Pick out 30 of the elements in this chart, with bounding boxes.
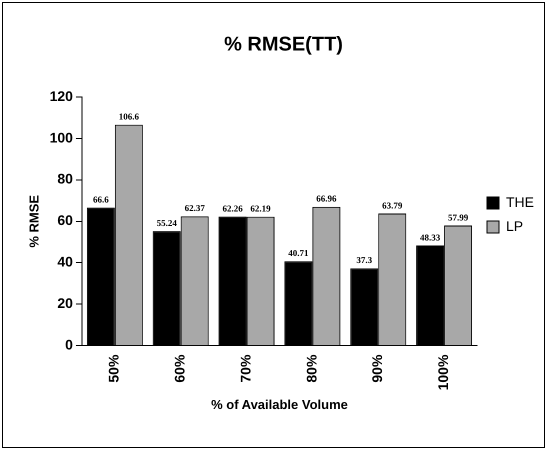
y-tick-label: 80: [57, 170, 74, 187]
x-tick-label: 90%: [369, 354, 386, 383]
data-label: 37.3: [356, 255, 373, 266]
data-label: 62.26: [222, 203, 244, 214]
y-tick-label: 40: [57, 254, 74, 270]
data-label: 48.33: [420, 232, 441, 242]
data-label: 40.71: [288, 248, 310, 258]
y-tick-label: 100: [50, 129, 74, 146]
legend-label: THE: [506, 194, 534, 210]
x-tick-label: 50%: [106, 354, 122, 383]
chart-title: % RMSE(TT): [224, 34, 343, 56]
data-label: 66.6: [93, 194, 110, 204]
x-tick-label: 60%: [172, 354, 188, 383]
data-label: 55.24: [156, 218, 178, 228]
y-tick-label: 20: [57, 295, 74, 312]
data-label: 66.96: [316, 194, 338, 204]
data-label: 63.79: [382, 200, 403, 210]
y-tick-label: 0: [65, 336, 74, 352]
y-tick-label: 60: [57, 212, 74, 228]
data-label: 62.19: [250, 204, 272, 214]
data-label: 62.37: [184, 203, 206, 214]
y-axis-title: % RMSE: [26, 194, 42, 248]
x-tick-label: 70%: [237, 354, 254, 383]
data-label: 106.6: [118, 112, 140, 122]
legend-label: LP: [506, 218, 524, 234]
x-tick-label: 100%: [434, 354, 451, 390]
x-axis-title: % of Available Volume: [211, 396, 348, 412]
x-tick-label: 80%: [303, 354, 320, 383]
y-tick-label: 120: [50, 88, 74, 104]
data-label: 57.99: [448, 212, 469, 222]
